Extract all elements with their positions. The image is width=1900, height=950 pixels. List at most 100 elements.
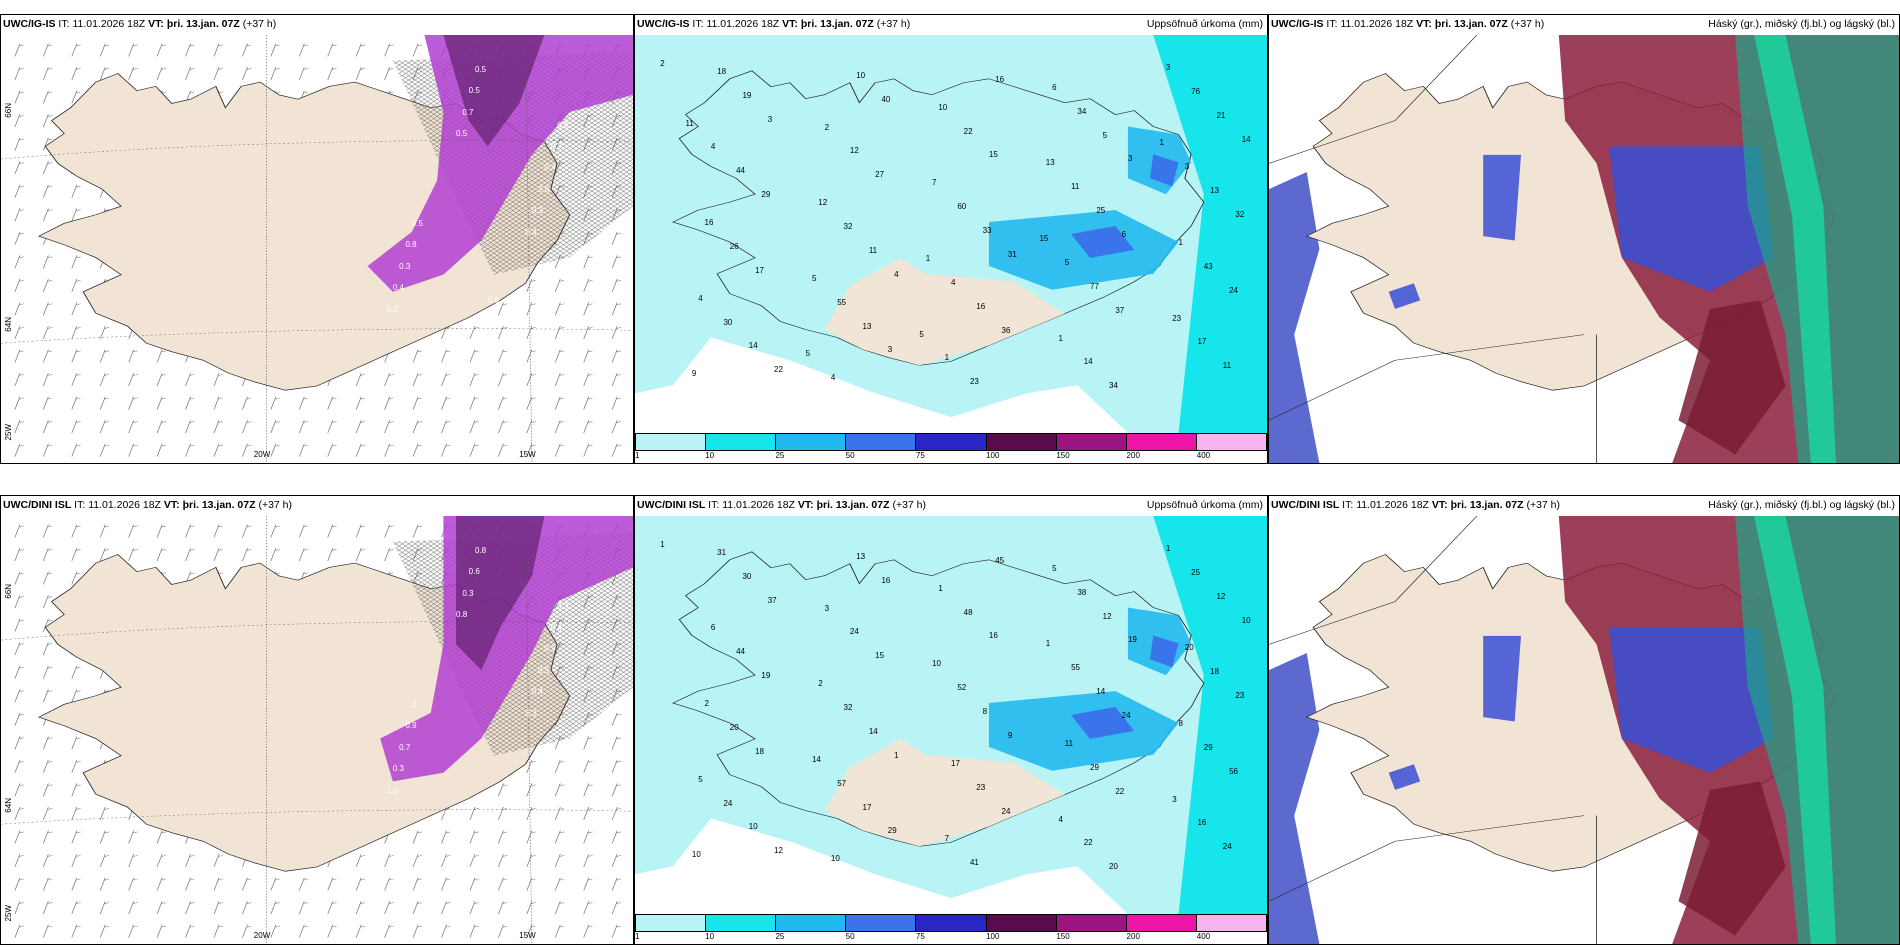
precip-value-label: 9 [691,369,697,379]
precip-value-label: 15 [988,150,998,160]
precip-value-label: 3 [1127,154,1133,164]
map-area: 0.4 0.4 0.5 0.3 0.3 0.7 0.4 0.6 0.5 0.3 0.4 0.5 0.8 0… [1,35,633,463]
precip-value-label: 55 [1071,663,1080,673]
precip-value-label: 18 [717,66,727,76]
precip-value-label: 2 [824,122,830,132]
panel-title: Uppsöfnuð úrkoma (mm) [1146,18,1263,30]
precip-rate-label: 0.7 [399,742,411,752]
precip-value-label: 10 [748,822,758,832]
precip-value-label: 5 [805,349,811,359]
colorbar-tick: 25 [775,451,785,460]
precip-value-label: 10 [932,659,941,669]
precip-value-label: 1 [1058,333,1063,343]
precip-rate-label: 0.3 [399,261,411,271]
precip-value-label: 23 [1172,313,1182,323]
colorbar-swatch [636,434,707,450]
precip-rate-label: 0.9 [544,644,556,654]
precip-rate-label: 0.8 [405,240,417,250]
precip-value-label: 41 [969,858,979,868]
precip-value-label: 18 [755,746,764,756]
init-time: 11.01.2026 18Z [88,499,161,511]
precip-value-label: 8 [982,707,988,717]
precip-value-label: 22 [774,365,783,375]
precip-rate-label: 0.8 [475,545,487,555]
init-time: 11.01.2026 18Z [1340,18,1414,30]
cloud-map [1269,516,1899,944]
precip-value-label: 20 [1184,643,1194,653]
forecast-panel-cloud: UWC/DINI ISL IT: 11.01.2026 18Z VT: þri.… [1268,495,1900,945]
precip-value-label: 4 [951,277,956,287]
precip-value-label: 44 [736,166,746,176]
precip-value-label: 30 [742,571,752,581]
map-area [1269,35,1899,463]
precip-value-label: 31 [717,547,727,557]
precip-rate-label: 0.3 [525,708,537,718]
valid-time-label: VT: [163,499,180,511]
precip-rate-label: 0.5 [468,86,480,96]
init-time-label: IT: [58,18,70,30]
precip-value-label: 16 [988,631,998,641]
precip-rate-label: 0.4 [525,227,537,237]
precip-value-label: 29 [887,826,897,836]
precip-rate-label: 0.7 [462,107,474,117]
precip-value-label: 5 [1052,563,1057,573]
lat-label-64n: 64N [3,798,13,814]
precip-value-label: 3 [1172,794,1177,804]
precip-value-label: 22 [963,126,973,136]
precip-rate-label: 0.6 [538,184,550,194]
valid-time-label: VT: [148,18,164,30]
precip-value-label: 2 [704,699,709,709]
precip-value-label: 5 [919,329,924,339]
precip-value-label: 14 [811,754,821,764]
precip-value-label: 43 [1203,261,1213,271]
precip-value-label: 13 [862,321,872,331]
init-time: 11.01.2026 18Z [72,18,146,30]
colorbar-tick: 200 [1126,932,1140,941]
precip-value-label: 5 [1064,257,1070,267]
forecast-panel-precip: UWC/IG-IS IT: 11.01.2026 18Z VT: þri. 13… [634,14,1268,464]
precip-value-label: 12 [818,198,828,208]
precip-value-label: 12 [774,846,783,856]
precip-rate-label: 0.8 [481,798,493,808]
precip-value-label: 17 [1197,337,1207,347]
model-name: UWC/IG-IS [637,18,690,30]
precip-value-label: 52 [957,683,967,693]
precip-value-label: 18 [1210,667,1220,677]
precip-value-label: 20 [1109,862,1118,872]
colorbar-swatch [846,915,917,931]
precip-value-label: 3 [1165,62,1171,72]
precip-value-label: 7 [932,178,937,188]
precip-value-label: 17 [755,265,764,275]
precip-value-label: 31 [1007,249,1017,259]
valid-time-label: VT: [1431,499,1448,511]
precip-value-label: 7 [944,834,950,844]
precip-value-label: 23 [1235,691,1245,701]
precip-value-label: 1 [1159,138,1164,148]
wind-map [1,516,633,944]
valid-time: þri. 13.jan. 07Z [800,18,874,30]
precip-value-label: 1 [944,353,950,363]
colorbar-swatch [1196,915,1266,931]
precip-rate-label: 0.4 [531,687,543,697]
precip-value-label: 1 [1165,543,1171,553]
precip-value-label: 26 [729,241,739,251]
map-area [1269,516,1899,944]
precip-value-label: 11 [868,245,878,255]
precip-value-label: 23 [976,782,986,792]
lead-time: (+37 h) [876,18,911,30]
cloud-map [1269,35,1899,463]
precip-value-label: 16 [1197,818,1207,828]
forecast-panel-cloud: UWC/IG-IS IT: 11.01.2026 18Z VT: þri. 13… [1268,14,1900,464]
precip-rate-label: 0.4 [380,533,392,543]
precip-value-label: 77 [1090,281,1099,291]
precip-value-label: 9 [1007,730,1013,740]
colorbar-swatch [916,434,987,450]
precip-value-label: 32 [1235,210,1245,220]
precip-value-label: 57 [837,778,847,788]
precip-value-label: 55 [837,297,847,307]
precip-value-label: 5 [811,273,817,283]
precip-value-label: 13 [856,551,866,561]
map-area: 2 4 3 22 31 14 3 6 3 36 32 40 37 29 16 24 27 34 17 15 11 11 5 1… [635,35,1267,433]
precip-rate-label: 0.5 [475,64,487,74]
init-time-label: IT: [1326,18,1338,30]
